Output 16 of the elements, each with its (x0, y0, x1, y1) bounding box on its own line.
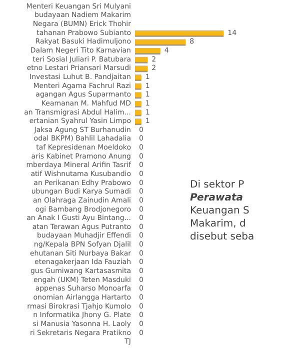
annotation: Di sektor P (190, 180, 244, 190)
bar (135, 39, 186, 44)
annotation: Perawata (190, 192, 244, 204)
annotation: Keuangan S (190, 206, 250, 216)
bar (135, 30, 224, 36)
bar (135, 118, 142, 124)
bar (135, 66, 148, 71)
bar (135, 92, 142, 98)
annotation: Makarim, d (190, 218, 246, 230)
bar (135, 74, 142, 80)
bar (135, 100, 142, 106)
bar (135, 48, 160, 54)
bar (135, 56, 148, 62)
bar (135, 110, 142, 115)
annotation: disebut seba (190, 232, 254, 242)
bar (135, 83, 142, 88)
